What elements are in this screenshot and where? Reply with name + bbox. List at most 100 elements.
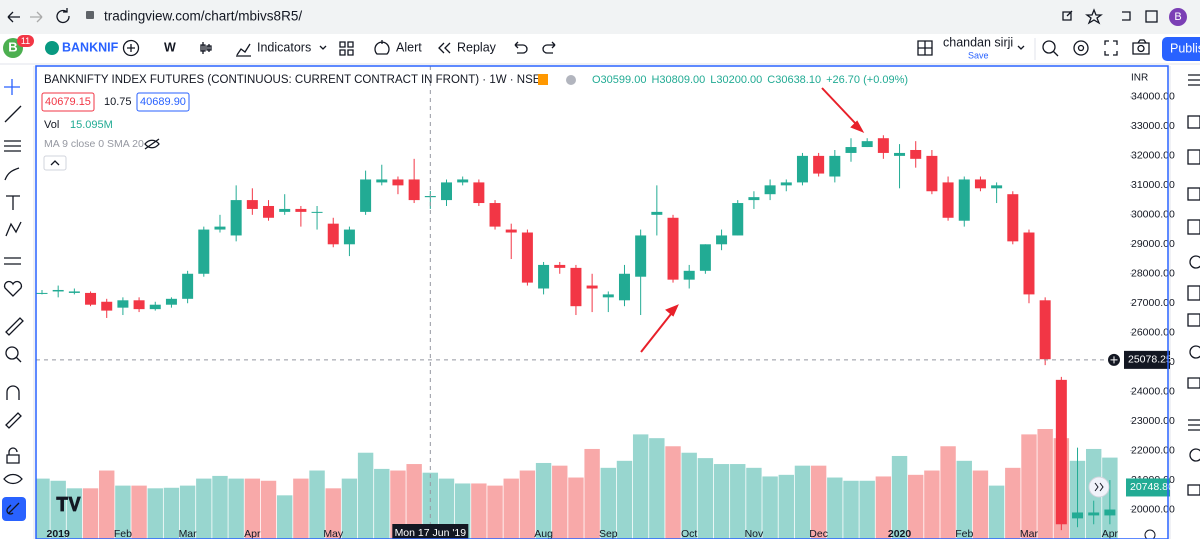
candle-body [764,185,776,195]
magnet-active[interactable] [2,497,26,521]
candle-body [877,138,889,153]
volume-bar [600,467,616,539]
y-tick-label: 31000.00 [1131,179,1175,191]
annotation-arrows [640,87,865,353]
ask-box[interactable] [136,92,190,112]
volume-bar [794,465,811,539]
volume-bar [649,438,665,539]
volume-bar [730,464,746,539]
x-tick-label: Nov [745,528,764,539]
redo[interactable] [542,41,556,54]
volume-bar [82,488,99,539]
browser-icons [1062,8,1158,25]
tv-logo: 𝐓𝐕 [56,495,81,516]
volume-bar [1021,434,1037,539]
alert-icon [374,40,390,55]
flag-icon [538,74,548,85]
symbol[interactable]: BANKNIF [62,40,119,54]
candle-body [198,229,210,274]
save-label[interactable]: Save [968,50,989,60]
settings[interactable] [1073,40,1089,56]
indicators-button[interactable]: Indicators [257,40,311,54]
candle-body [958,179,970,221]
x-tick-label: 2019 [47,528,71,539]
collapse-button[interactable] [43,155,67,171]
collapse-dot[interactable] [566,75,576,85]
hidden-icon[interactable] [144,138,160,150]
undo[interactable] [514,41,528,54]
y-tick-label: 22000.00 [1131,444,1175,456]
publish-button[interactable] [1162,37,1200,61]
browser-avatar[interactable] [1169,8,1187,26]
y-tick-label: 24000.00 [1131,385,1175,397]
y-tick-label: 23000.00 [1131,415,1175,427]
y-tick-label: 33000.00 [1131,120,1175,132]
interval[interactable]: W [164,40,176,54]
candle-body [441,182,452,201]
crosshair-date-box [392,524,469,539]
fullscreen[interactable] [1104,40,1118,56]
layout-icon[interactable] [917,40,933,56]
candle-body [991,185,1003,189]
ohlc-value: H30809.00 [651,74,705,86]
candle-body [392,179,404,186]
axes-layer: INR20000.0021000.0022000.0023000.0024000… [36,66,1175,539]
candle-body [457,179,469,183]
candle-body [230,200,242,236]
candle-body [376,179,388,183]
volume-bar [212,475,228,539]
vol-label: Vol [44,119,59,131]
x-tick-label: Feb [955,528,973,539]
spread: 10.75 [104,96,132,108]
layouts-icon[interactable] [339,41,354,56]
chart-type[interactable] [200,42,212,54]
user-avatar-letter: B [8,39,17,54]
search[interactable] [1042,40,1056,54]
settings-gear [1144,529,1156,539]
candle-body [732,203,744,236]
candle-body [683,270,695,280]
ma-label: MA 9 close 0 SMA 20 [44,138,144,150]
candle-body [813,155,825,174]
candle-body [52,289,64,292]
volume-bar [632,434,649,539]
volume-bar [357,452,374,539]
crosshair-price-box [1124,350,1170,369]
layout-name[interactable]: chandan sirji [943,35,1013,49]
ask: 40689.90 [140,96,186,108]
drawing-tools[interactable] [3,79,24,485]
candle-body [1023,232,1035,295]
candle-body [699,244,711,271]
last-price-box [1126,478,1170,497]
snapshot[interactable] [1132,39,1150,55]
candle-body [1055,379,1067,525]
candle-body [796,155,808,183]
volume-bar [778,474,794,539]
publish-label: Publis [1170,41,1200,55]
volume-bar [438,478,455,539]
toolbar [0,34,1200,64]
y-tick-label: 32000.00 [1131,150,1175,162]
volume-bar [341,478,358,539]
volume-bar [956,460,972,539]
ohlc-value: C30638.10 [767,74,821,86]
alert-button[interactable]: Alert [396,40,422,54]
volume-bar [1005,467,1021,539]
volume-bar [325,488,341,539]
candle-body [974,179,986,189]
volume-bar [827,477,843,539]
add-symbol[interactable] [122,39,140,57]
x-tick-label: May [323,528,344,539]
sidebar-icons[interactable] [1187,74,1200,496]
candle-body [1007,194,1019,242]
candle-body [311,211,323,213]
candle-body [667,217,679,280]
candle-body [1104,509,1116,516]
bid-box[interactable] [41,92,95,112]
volume-bar [859,480,875,539]
candle-body [1088,512,1100,516]
volume-bar [422,472,439,539]
url[interactable]: tradingview.com/chart/mbivs8R5/ [104,9,302,24]
replay-button[interactable]: Replay [457,40,497,54]
volume-bar [244,478,261,539]
